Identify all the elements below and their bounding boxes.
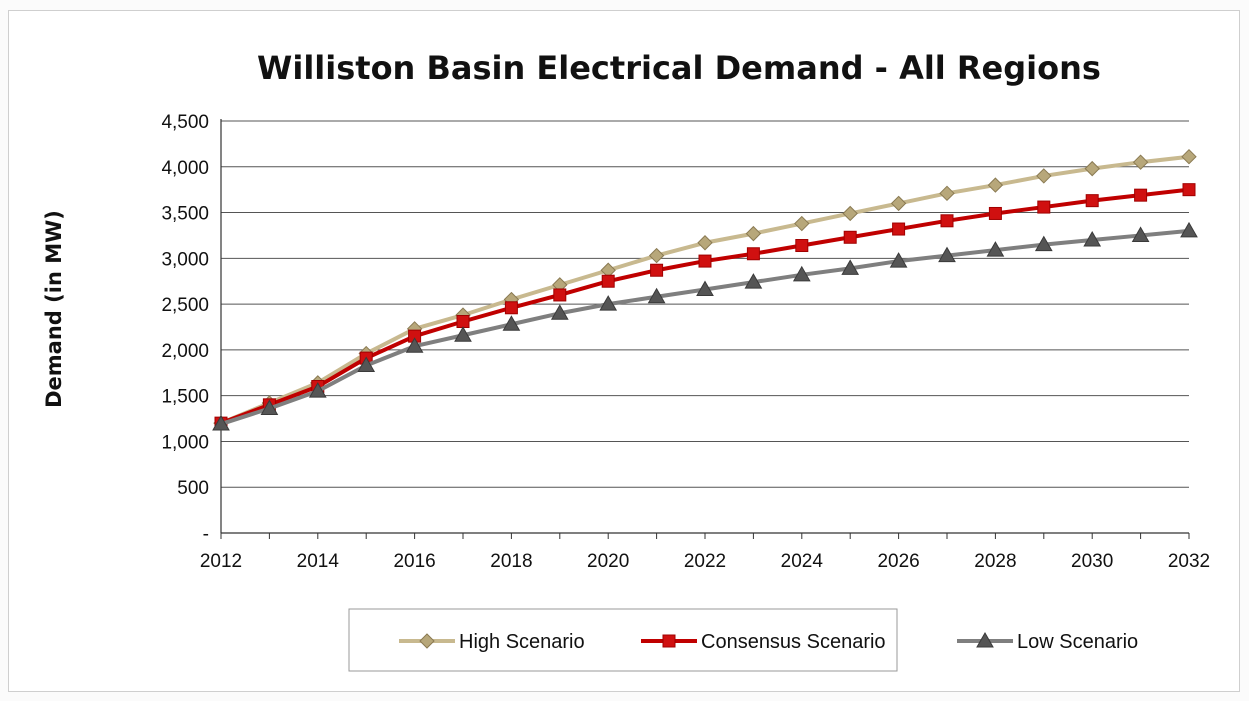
high-scenario-point [890, 195, 907, 212]
high-scenario-point [842, 205, 858, 222]
x-tick-label: 2024 [781, 551, 824, 572]
high-scenario-point [939, 185, 955, 202]
axis-layer: - 500 1,000 1,500 2,000 2,500 3,000 3,500 4,000 4… [161, 112, 1210, 572]
y-tick-label: 3,500 [161, 204, 209, 225]
y-tick-label: - [203, 524, 209, 545]
legend: High Scenario Consensus Scenario Low Scena… [348, 608, 1138, 672]
y-tick-label: 1,500 [161, 387, 209, 408]
consensus-scenario-point [746, 247, 760, 261]
low-scenario-point [1131, 226, 1150, 242]
consensus-scenario-point [504, 301, 518, 315]
consensus-scenario-point [1182, 183, 1196, 197]
low-scenario-point [744, 273, 763, 289]
low-scenario-point [986, 241, 1005, 257]
consensus-scenario-point [1134, 188, 1148, 202]
y-tick-label: 3,000 [161, 249, 209, 270]
low-scenario-legend-marker [976, 631, 994, 648]
series-layer [212, 148, 1198, 431]
consensus-scenario-line [220, 187, 1190, 426]
low-scenario-point [938, 246, 956, 263]
low-scenario-point [212, 415, 230, 431]
low-scenario-point [405, 337, 424, 353]
x-tick-label: 2018 [490, 551, 532, 572]
y-tick-label: 2,500 [161, 295, 209, 316]
low-scenario-point [308, 382, 327, 398]
chart-svg: Williston Basin Electrical Demand - All … [42, 49, 1210, 672]
x-tick-label: 2014 [297, 551, 340, 572]
consensus-scenario-point [553, 288, 567, 302]
low-scenario-point [454, 326, 472, 342]
low-scenario-point [889, 252, 908, 268]
y-tick-label: 500 [177, 478, 209, 499]
y-tick-label: 2,000 [161, 341, 209, 362]
low-scenario-point [1180, 221, 1198, 238]
x-tick-label: 2030 [1071, 551, 1113, 572]
high-scenario-point [794, 215, 810, 232]
high-scenario-point [1132, 154, 1149, 170]
high-scenario-point [1036, 168, 1052, 184]
consensus-scenario-point [843, 230, 857, 244]
consensus-scenario-legend-label: Consensus Scenario [701, 631, 886, 653]
chart-frame: Williston Basin Electrical Demand - All … [8, 10, 1240, 692]
consensus-scenario-point [892, 222, 906, 236]
chart-title: Williston Basin Electrical Demand - All … [257, 49, 1101, 87]
y-tick-label: 4,000 [161, 158, 209, 179]
consensus-scenario-point [940, 214, 954, 228]
x-tick-label: 2028 [974, 551, 1016, 572]
x-tick-label: 2022 [684, 551, 726, 572]
consensus-scenario-point [698, 254, 712, 268]
low-scenario-point [260, 399, 279, 415]
y-tick-label: 1,000 [161, 432, 209, 453]
low-scenario-point [1034, 235, 1053, 252]
consensus-scenario-point [456, 315, 470, 329]
y-tick-label: 4,500 [161, 112, 209, 133]
x-tick-label: 2016 [393, 551, 435, 572]
high-scenario-point [1084, 160, 1100, 177]
consensus-scenario-point [1037, 200, 1051, 214]
y-axis-label: Demand (in MW) [42, 210, 66, 408]
low-scenario-point [599, 295, 618, 311]
high-scenario-legend-label: High Scenario [459, 631, 585, 653]
x-tick-label: 2020 [587, 551, 629, 572]
low-scenario-point [696, 280, 714, 296]
consensus-scenario-point [650, 263, 664, 277]
consensus-scenario-point [795, 239, 809, 253]
high-scenario-point [697, 235, 713, 251]
high-scenario-point [648, 247, 665, 264]
high-scenario-point [745, 225, 762, 242]
high-scenario-point [1181, 148, 1197, 165]
low-scenario-point [357, 356, 376, 372]
low-scenario-point [1083, 231, 1102, 247]
low-scenario-point [502, 315, 521, 331]
low-scenario-point [550, 304, 569, 320]
low-scenario-legend-label: Low Scenario [1017, 631, 1138, 653]
consensus-scenario-legend-marker [662, 634, 676, 648]
x-tick-label: 2012 [200, 551, 242, 572]
consensus-scenario-point [988, 206, 1002, 220]
low-scenario-point [792, 265, 811, 282]
x-tick-label: 2026 [877, 551, 919, 572]
consensus-scenario-point [1085, 194, 1099, 208]
x-tick-label: 2032 [1168, 551, 1210, 572]
low-scenario-point [647, 287, 666, 304]
high-scenario-legend-marker [419, 633, 435, 649]
low-scenario-point [841, 259, 860, 275]
consensus-scenario-point [601, 274, 615, 288]
high-scenario-point [987, 177, 1004, 193]
